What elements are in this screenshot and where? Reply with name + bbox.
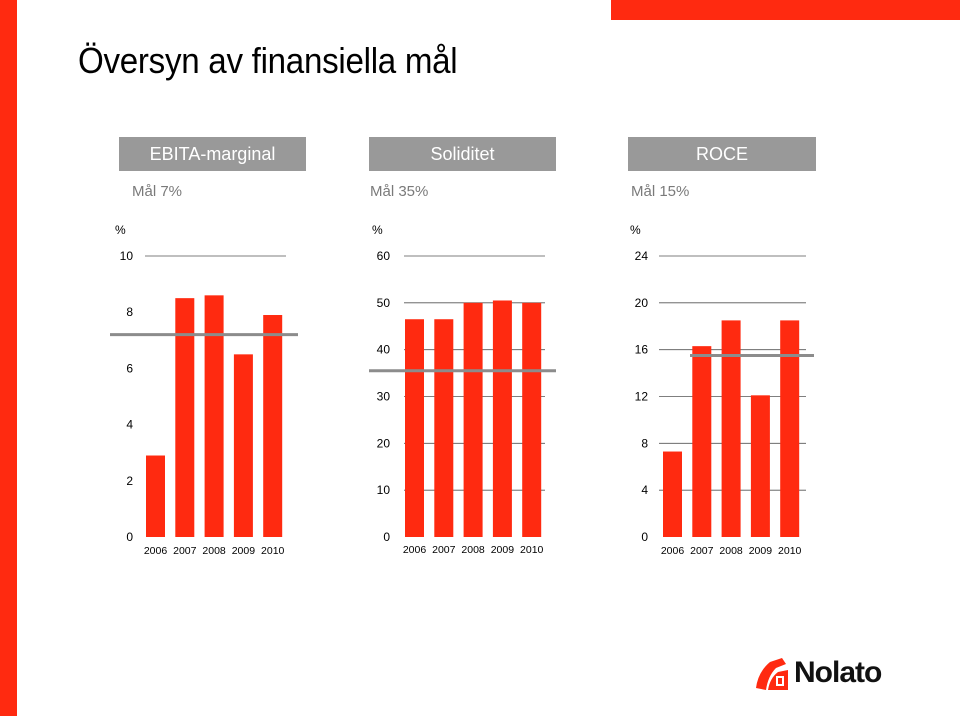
soliditet-bar-2007 — [434, 319, 454, 537]
ebita-bar-2010 — [263, 315, 283, 537]
roce-ytick-label: 16 — [635, 343, 649, 357]
roce-xtick-label: 2006 — [661, 545, 685, 557]
ebita-xtick-label: 2009 — [232, 545, 256, 557]
roce-ytick-label: 8 — [641, 436, 648, 450]
roce-bar-2008 — [721, 320, 741, 537]
roce-xtick-label: 2010 — [778, 545, 802, 557]
ebita-ytick-label: 0 — [126, 530, 133, 544]
ebita-xtick-label: 2007 — [173, 545, 197, 557]
soliditet-ytick-label: 20 — [377, 436, 391, 450]
top-accent-stripe — [611, 0, 960, 20]
soliditet-ytick-label: 50 — [377, 296, 391, 310]
goal-label-ebita: Mål 7% — [132, 183, 183, 200]
roce-xtick-label: 2008 — [719, 545, 743, 557]
soliditet-xtick-label: 2007 — [432, 544, 456, 556]
soliditet-bar-2006 — [405, 319, 424, 537]
soliditet-ytick-label: 0 — [383, 530, 390, 544]
ebita-ytick-label: 6 — [126, 361, 133, 375]
ebita-unit-label: % — [115, 223, 126, 237]
roce-xtick-label: 2007 — [690, 545, 714, 557]
soliditet-xtick-label: 2009 — [491, 544, 515, 556]
ebita-ytick-label: 8 — [126, 305, 133, 319]
roce-bar-2007 — [692, 346, 712, 537]
roce-unit-label: % — [630, 223, 641, 237]
ebita-bar-2009 — [233, 354, 253, 537]
nolato-logo: Nolato — [752, 654, 912, 694]
roce-bar-2010 — [780, 320, 800, 537]
roce-bar-2006 — [663, 451, 682, 537]
soliditet-xtick-label: 2010 — [520, 544, 544, 556]
soliditet-unit-label: % — [372, 223, 383, 237]
panel-header-soliditet: Soliditet — [369, 137, 556, 171]
soliditet-ytick-label: 60 — [377, 249, 391, 263]
roce-ytick-label: 24 — [635, 249, 649, 263]
goal-label-roce: Mål 15% — [631, 183, 690, 200]
soliditet-ytick-label: 40 — [377, 343, 391, 357]
soliditet-xtick-label: 2006 — [403, 544, 427, 556]
soliditet-ytick-label: 30 — [377, 390, 391, 404]
ebita-ytick-label: 2 — [126, 474, 133, 488]
ebita-bar-2007 — [175, 298, 195, 537]
left-accent-stripe — [0, 0, 17, 716]
roce-ytick-label: 4 — [641, 483, 648, 497]
roce-ytick-label: 0 — [641, 530, 648, 544]
soliditet-bar-2010 — [522, 302, 542, 537]
brand-name: Nolato — [794, 656, 882, 689]
panel-header-roce: ROCE — [628, 137, 816, 171]
ebita-ytick-label: 4 — [126, 418, 133, 432]
ebita-xtick-label: 2008 — [202, 545, 226, 557]
roce-xtick-label: 2009 — [749, 545, 773, 557]
ebita-bar-2008 — [204, 295, 224, 537]
soliditet-bar-2008 — [463, 302, 483, 537]
roce-ytick-label: 20 — [635, 296, 649, 310]
roce-ytick-label: 12 — [635, 390, 649, 404]
soliditet-bar-2009 — [492, 300, 512, 537]
ebita-bar-2006 — [146, 455, 165, 537]
panel-header-ebita: EBITA-marginal — [119, 137, 306, 171]
ebita-xtick-label: 2006 — [144, 545, 168, 557]
ebita-ytick-label: 10 — [120, 249, 134, 263]
soliditet-ytick-label: 10 — [377, 483, 391, 497]
goal-label-soliditet: Mål 35% — [370, 183, 429, 200]
ebita-xtick-label: 2010 — [261, 545, 285, 557]
page-title: Översyn av finansiella mål — [78, 40, 458, 81]
roce-bar-2009 — [750, 395, 770, 537]
nolato-logo-mark-icon — [756, 658, 788, 690]
soliditet-xtick-label: 2008 — [461, 544, 485, 556]
